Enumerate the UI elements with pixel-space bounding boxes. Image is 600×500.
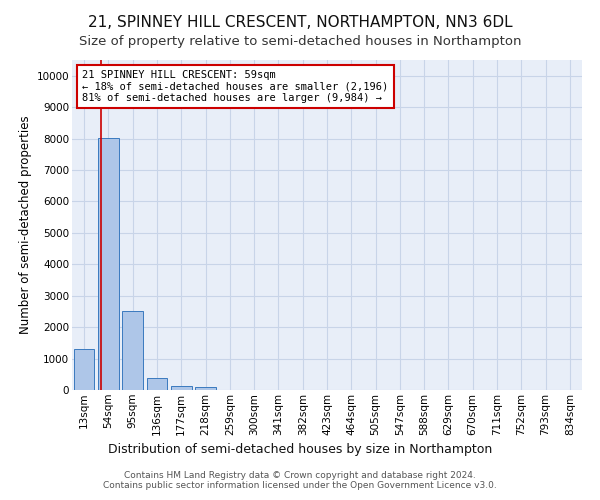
Text: 21 SPINNEY HILL CRESCENT: 59sqm
← 18% of semi-detached houses are smaller (2,196: 21 SPINNEY HILL CRESCENT: 59sqm ← 18% of… <box>82 70 388 103</box>
Bar <box>146 378 167 390</box>
Text: Contains HM Land Registry data © Crown copyright and database right 2024.
Contai: Contains HM Land Registry data © Crown c… <box>103 470 497 490</box>
Text: 21, SPINNEY HILL CRESCENT, NORTHAMPTON, NN3 6DL: 21, SPINNEY HILL CRESCENT, NORTHAMPTON, … <box>88 15 512 30</box>
Bar <box>195 387 216 390</box>
Text: Size of property relative to semi-detached houses in Northampton: Size of property relative to semi-detach… <box>79 35 521 48</box>
Bar <box>122 311 143 390</box>
Bar <box>98 138 119 390</box>
Bar <box>74 348 94 390</box>
Text: Distribution of semi-detached houses by size in Northampton: Distribution of semi-detached houses by … <box>108 442 492 456</box>
Y-axis label: Number of semi-detached properties: Number of semi-detached properties <box>19 116 32 334</box>
Bar <box>171 386 191 390</box>
